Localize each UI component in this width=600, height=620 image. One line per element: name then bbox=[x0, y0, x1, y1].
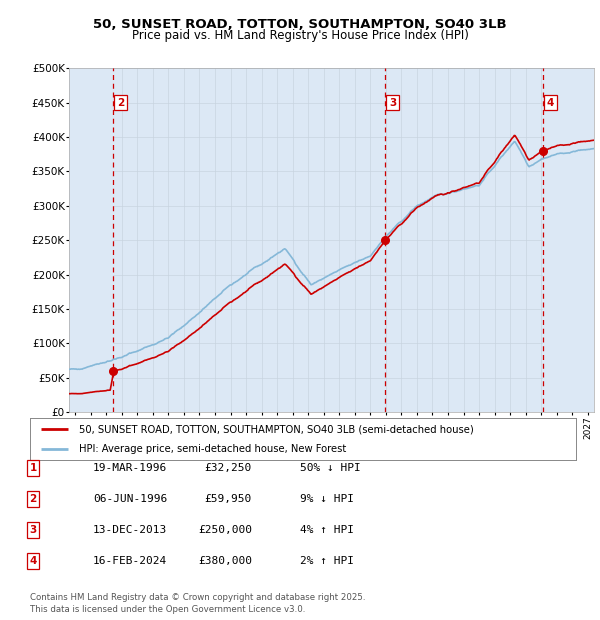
Text: 1: 1 bbox=[29, 463, 37, 473]
Text: HPI: Average price, semi-detached house, New Forest: HPI: Average price, semi-detached house,… bbox=[79, 445, 346, 454]
Text: Contains HM Land Registry data © Crown copyright and database right 2025.
This d: Contains HM Land Registry data © Crown c… bbox=[30, 593, 365, 614]
Text: 50, SUNSET ROAD, TOTTON, SOUTHAMPTON, SO40 3LB: 50, SUNSET ROAD, TOTTON, SOUTHAMPTON, SO… bbox=[93, 19, 507, 31]
Text: 16-FEB-2024: 16-FEB-2024 bbox=[93, 556, 167, 566]
Text: 50% ↓ HPI: 50% ↓ HPI bbox=[300, 463, 361, 473]
Text: 3: 3 bbox=[29, 525, 37, 535]
Text: 2: 2 bbox=[29, 494, 37, 504]
Text: 4: 4 bbox=[29, 556, 37, 566]
Text: £59,950: £59,950 bbox=[205, 494, 252, 504]
Text: £32,250: £32,250 bbox=[205, 463, 252, 473]
Text: Price paid vs. HM Land Registry's House Price Index (HPI): Price paid vs. HM Land Registry's House … bbox=[131, 30, 469, 42]
Text: 06-JUN-1996: 06-JUN-1996 bbox=[93, 494, 167, 504]
Text: 4: 4 bbox=[547, 97, 554, 108]
Text: 4% ↑ HPI: 4% ↑ HPI bbox=[300, 525, 354, 535]
Text: £250,000: £250,000 bbox=[198, 525, 252, 535]
Text: 9% ↓ HPI: 9% ↓ HPI bbox=[300, 494, 354, 504]
Text: 13-DEC-2013: 13-DEC-2013 bbox=[93, 525, 167, 535]
Text: 2: 2 bbox=[117, 97, 124, 108]
Bar bbox=[543, 68, 594, 412]
Text: 19-MAR-1996: 19-MAR-1996 bbox=[93, 463, 167, 473]
Bar bbox=[69, 68, 113, 412]
Text: 2% ↑ HPI: 2% ↑ HPI bbox=[300, 556, 354, 566]
Text: 50, SUNSET ROAD, TOTTON, SOUTHAMPTON, SO40 3LB (semi-detached house): 50, SUNSET ROAD, TOTTON, SOUTHAMPTON, SO… bbox=[79, 424, 474, 434]
Text: £380,000: £380,000 bbox=[198, 556, 252, 566]
Text: 3: 3 bbox=[389, 97, 396, 108]
